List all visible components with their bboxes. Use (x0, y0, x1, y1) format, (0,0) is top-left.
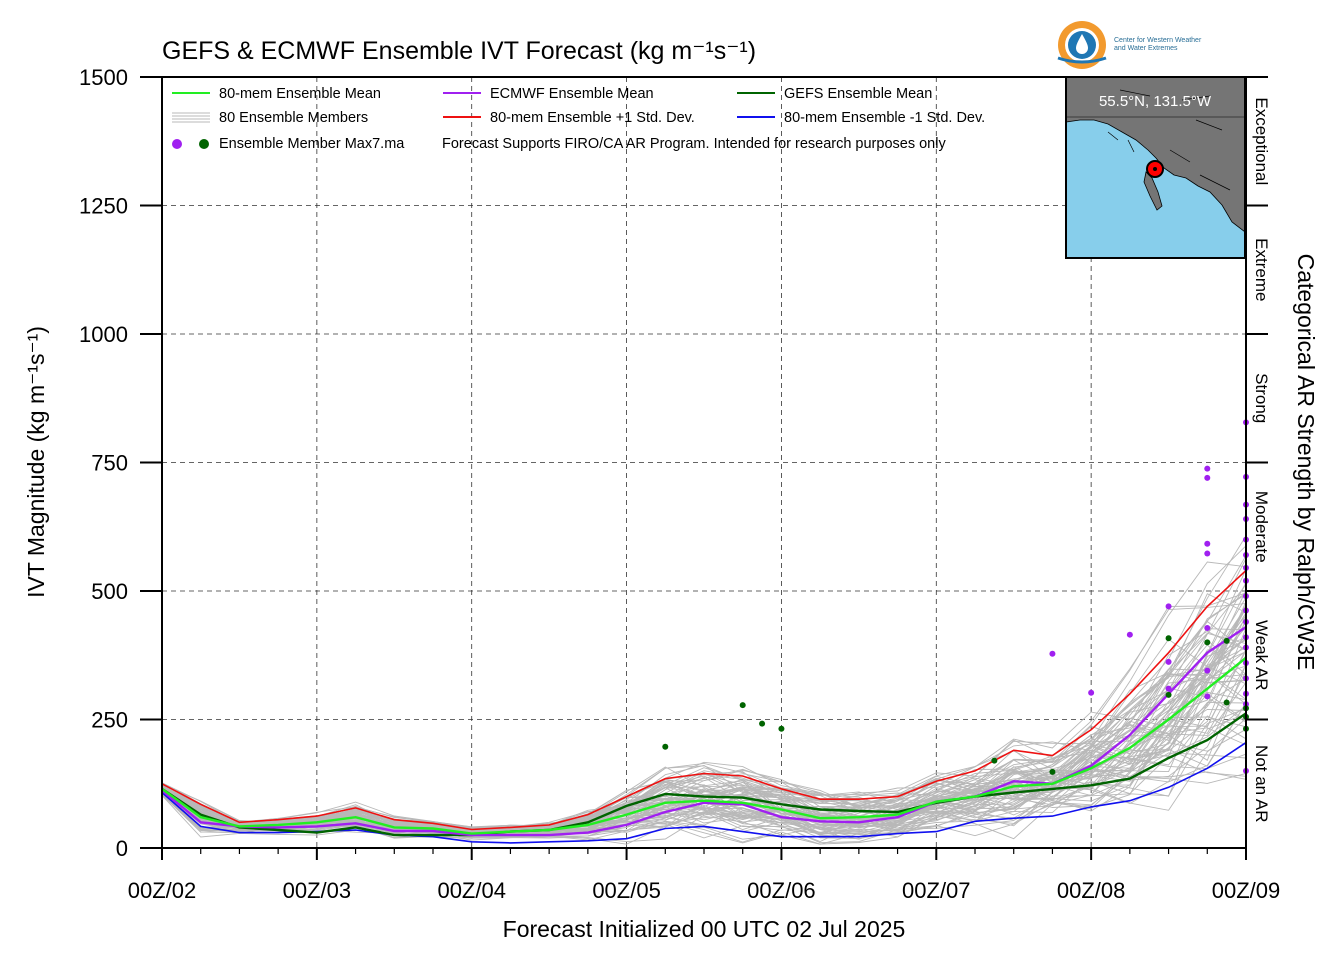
legend-label-members: 80 Ensemble Members (219, 110, 368, 126)
legend-swatch-members (172, 112, 210, 123)
water-drop-icon (1076, 34, 1088, 54)
series-lines (161, 569, 1247, 844)
inset-coastline-detail (1107, 89, 1231, 191)
ecmwf-max-point (1049, 650, 1056, 657)
y-tick-label: 1500 (79, 65, 128, 90)
location-marker-center (1153, 167, 1157, 171)
x-tick-label: 00Z/06 (747, 878, 816, 903)
inset-island (1143, 171, 1163, 211)
ecmwf-max-point (1204, 693, 1211, 700)
legend-label-plus-std: 80-mem Ensemble +1 Std. Dev. (490, 110, 695, 126)
ecmwf-max-point (1204, 465, 1211, 472)
gefs-max-point (991, 757, 998, 764)
ecmwf-max-point (1204, 550, 1211, 557)
y-tick-label: 750 (91, 451, 128, 476)
grid-lines (162, 77, 1246, 848)
category-label: Weak AR (1252, 620, 1271, 691)
y-tick-label: 500 (91, 579, 128, 604)
legend-label-max-points: Ensemble Member Max7.ma (219, 136, 405, 152)
gefs-max-point (1165, 691, 1172, 698)
gefs-max-point (1165, 635, 1172, 642)
logo-text-line1: Center for Western Weather (1114, 37, 1202, 44)
ecmwf-max-point (1204, 625, 1211, 632)
member-line (161, 592, 1247, 832)
ecmwf-max-point (1165, 603, 1172, 610)
ensemble-members (161, 535, 1247, 845)
logo-text-line2: and Water Extremes (1114, 45, 1178, 52)
x-tick-label: 00Z/04 (437, 878, 506, 903)
legend-label-gefs-mean: GEFS Ensemble Mean (784, 86, 932, 102)
category-label: Moderate (1252, 491, 1271, 563)
y-axis-label: IVT Magnitude (kg m⁻¹s⁻¹) (23, 326, 49, 598)
y-tick-label: 1250 (79, 194, 128, 219)
gefs-max-point (1049, 768, 1056, 775)
ecmwf-max-point (1165, 685, 1172, 692)
ecmwf-max-point (1204, 540, 1211, 547)
member-line (161, 621, 1247, 838)
x-tick-label: 00Z/03 (283, 878, 352, 903)
ecmwf-max-point (1165, 658, 1172, 665)
member-line (161, 708, 1247, 835)
ecmwf-max-point (1204, 474, 1211, 481)
member-line (161, 606, 1247, 835)
x-tick-label: 00Z/08 (1057, 878, 1126, 903)
ar-category-axis: Exceptional Extreme Strong Moderate Weak AR N… (1245, 76, 1271, 848)
legend-swatch-ecmwf-dot (172, 139, 182, 149)
gefs-max-point (739, 702, 746, 709)
y-tick-label: 0 (116, 836, 128, 861)
logo-wave (1057, 56, 1107, 64)
gefs-max-point (778, 725, 785, 732)
gefs-max-point (1204, 639, 1211, 646)
gefs-max-point (1223, 637, 1230, 644)
ecmwf-max-point (1088, 689, 1095, 696)
y-tick-label: 1000 (79, 322, 128, 347)
x-tick-label: 00Z/09 (1212, 878, 1281, 903)
right-axis-label: Categorical AR Strength by Ralph/CW3E (1293, 254, 1319, 671)
inset-location-label: 55.5°N, 131.5°W (1099, 93, 1212, 110)
y-tick-label: 250 (91, 708, 128, 733)
member-line (161, 650, 1247, 841)
category-label: Exceptional (1252, 97, 1271, 185)
member-line (161, 727, 1247, 831)
series-line-gefs-ensemble-mean (161, 712, 1247, 837)
gefs-max-point (759, 720, 766, 727)
inset-frame (1065, 76, 1246, 259)
category-label: Not an AR (1252, 745, 1271, 823)
series-line-80-mem-ensemble-1-std-dev- (161, 741, 1247, 844)
legend-swatch-gefs-dot (199, 139, 209, 149)
legend-label-minus-std: 80-mem Ensemble -1 Std. Dev. (784, 110, 985, 126)
category-label: Extreme (1252, 238, 1271, 301)
cw3e-logo: Center for Western Weather and Water Ext… (1057, 21, 1202, 69)
series-line-80-mem-ensemble-mean (161, 656, 1247, 835)
x-tick-label: 00Z/07 (902, 878, 971, 903)
ecmwf-max-point (1204, 667, 1211, 674)
x-tick-label: 00Z/02 (128, 878, 197, 903)
inset-map: 55.5°N, 131.5°W (1065, 76, 1246, 259)
inset-land (1065, 76, 1246, 233)
category-label: Strong (1252, 373, 1271, 423)
gefs-max-point (1223, 699, 1230, 706)
x-tick-label: 00Z/05 (592, 878, 661, 903)
legend: 80-mem Ensemble Mean ECMWF Ensemble Mean… (172, 86, 985, 152)
member-line (161, 601, 1247, 835)
legend-label-ens-mean: 80-mem Ensemble Mean (219, 86, 381, 102)
chart-title: GEFS & ECMWF Ensemble IVT Forecast (kg m… (162, 37, 756, 65)
axis-ticks: 00Z/02 00Z/03 00Z/04 00Z/05 00Z/06 00Z/07 00Z/… (79, 65, 1280, 903)
ecmwf-max-point (1126, 631, 1133, 638)
member-line (161, 716, 1247, 838)
gefs-max-point (662, 743, 669, 750)
x-axis-label: Forecast Initialized 00 UTC 02 Jul 2025 (503, 916, 906, 942)
disclaimer-text: Forecast Supports FIRO/CA AR Program. In… (442, 136, 946, 152)
series-line-80-mem-ensemble-1-std-dev- (161, 569, 1247, 831)
legend-label-ecmwf-mean: ECMWF Ensemble Mean (490, 86, 654, 102)
